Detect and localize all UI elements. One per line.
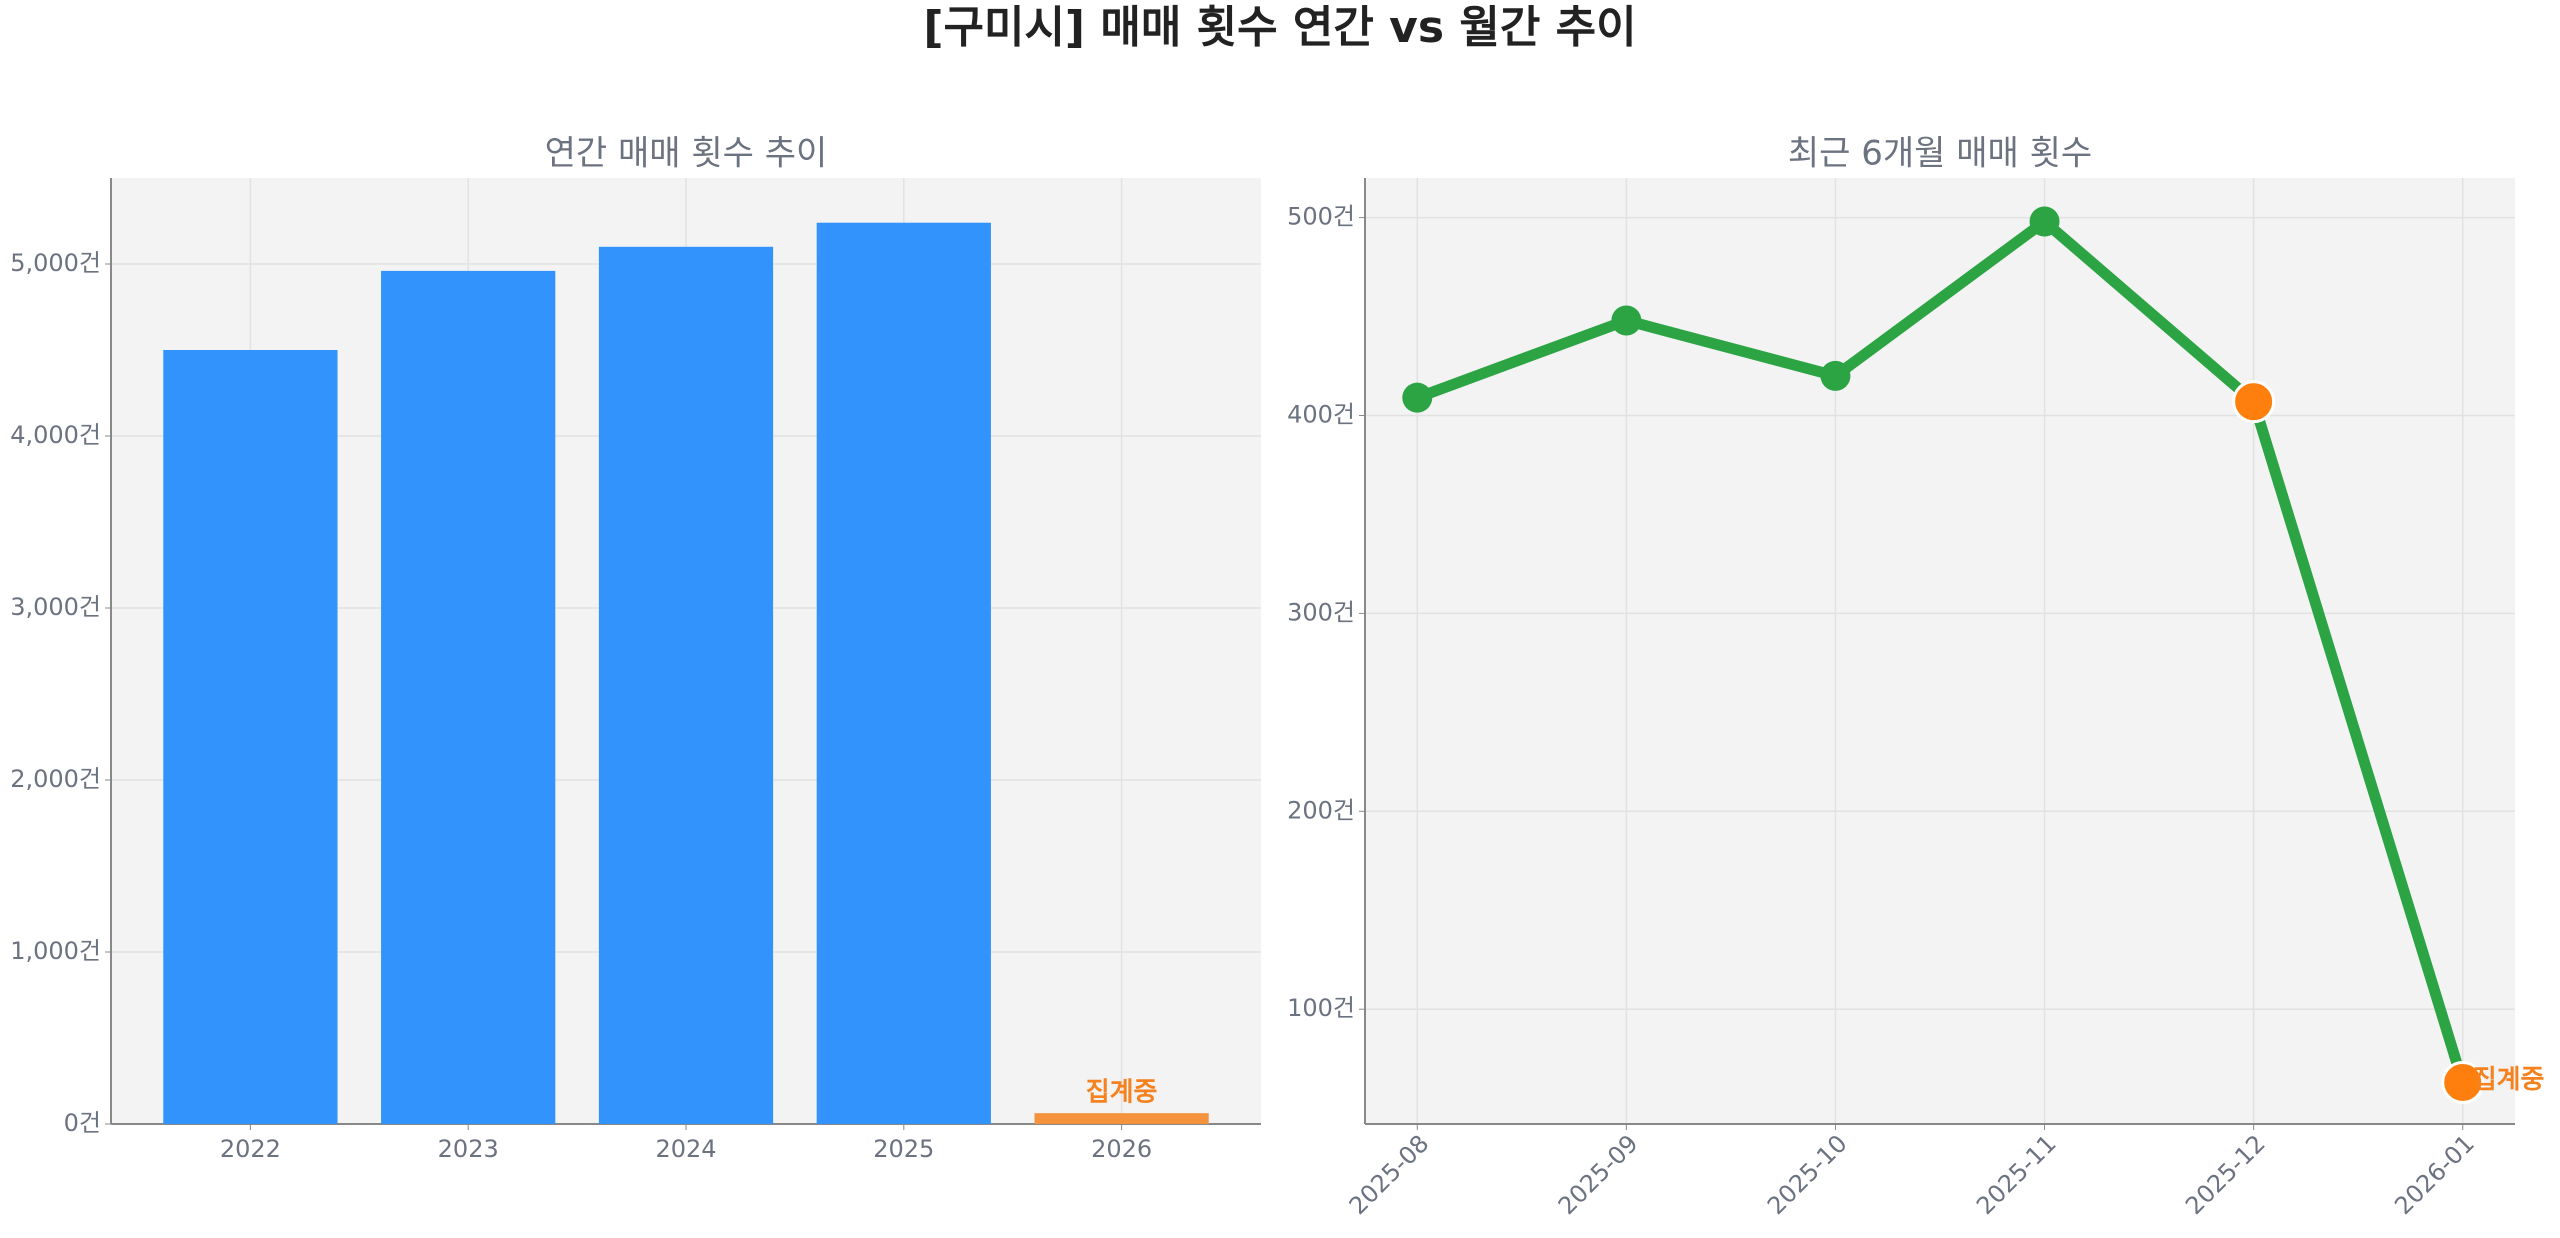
x-tick-label: 2025-11 bbox=[1971, 1129, 2062, 1220]
x-tick-label: 2026 bbox=[1091, 1135, 1152, 1163]
bar bbox=[598, 246, 774, 1125]
y-tick-label: 3,000건 bbox=[10, 593, 101, 621]
point bbox=[2029, 206, 2060, 237]
bar bbox=[1034, 1113, 1209, 1124]
figure-title: [구미시] 매매 횟수 연간 vs 월간 추이 bbox=[923, 2, 1636, 53]
y-tick-label: 100건 bbox=[1287, 994, 1355, 1022]
x-tick-label: 2025-12 bbox=[2180, 1129, 2271, 1220]
y-tick-label: 0건 bbox=[64, 1109, 101, 1137]
point bbox=[2441, 1060, 2485, 1104]
plot-area bbox=[1365, 178, 2515, 1124]
y-tick-label: 5,000건 bbox=[10, 249, 101, 277]
y-tick-label: 4,000건 bbox=[10, 421, 101, 449]
x-tick-label: 2023 bbox=[438, 1135, 499, 1163]
point bbox=[2232, 380, 2276, 424]
bar bbox=[381, 270, 556, 1124]
point bbox=[1402, 382, 1433, 413]
annotation: 집계중 bbox=[2473, 1065, 2545, 1095]
chart-title: 연간 매매 횟수 추이 bbox=[545, 134, 828, 174]
y-tick-label: 1,000건 bbox=[10, 937, 101, 965]
annotation: 집계중 bbox=[1086, 1078, 1158, 1108]
line bbox=[1415, 216, 2468, 1085]
x-tick-label: 2024 bbox=[655, 1135, 716, 1163]
x-tick-label: 2025-08 bbox=[1344, 1129, 1435, 1220]
x-tick-label: 2025 bbox=[873, 1135, 934, 1163]
y-tick-label: 2,000건 bbox=[10, 765, 101, 793]
x-tick-label: 2025-10 bbox=[1762, 1129, 1853, 1220]
x-tick-label: 2022 bbox=[220, 1135, 281, 1163]
x-tick-label: 2025-09 bbox=[1553, 1129, 1644, 1220]
x-tick-label: 2026-01 bbox=[2389, 1129, 2480, 1220]
y-tick-label: 200건 bbox=[1287, 796, 1355, 824]
bar bbox=[816, 222, 991, 1125]
y-tick-label: 300건 bbox=[1287, 598, 1355, 626]
bar bbox=[163, 350, 338, 1124]
chart-title: 최근 6개월 매매 횟수 bbox=[1788, 134, 2092, 174]
point bbox=[1820, 360, 1851, 391]
y-tick-label: 400건 bbox=[1287, 400, 1355, 428]
point bbox=[1611, 305, 1642, 336]
y-tick-label: 500건 bbox=[1287, 203, 1355, 231]
